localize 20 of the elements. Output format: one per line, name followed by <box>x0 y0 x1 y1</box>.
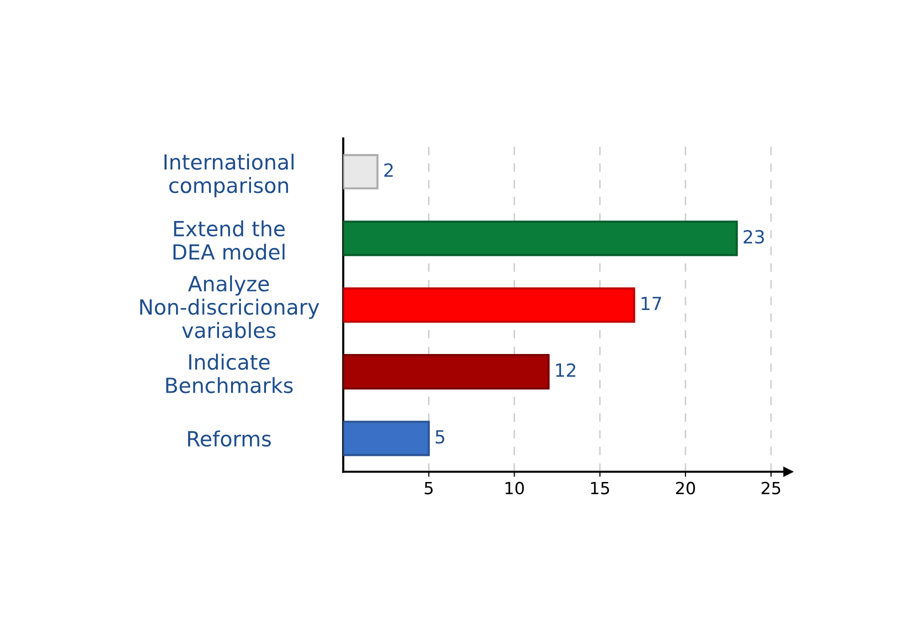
bar <box>343 154 378 190</box>
y-tick-label: Analyze Non-discricionary variables <box>140 275 320 338</box>
data-label: 2 <box>384 163 393 177</box>
x-tick-label: 5 <box>424 482 433 494</box>
data-label: 12 <box>556 363 576 377</box>
x-tick-label: 10 <box>506 482 524 494</box>
bar <box>343 220 738 256</box>
x-tick-label: 20 <box>676 482 695 494</box>
y-tick-label: Extend the DEA model <box>174 220 285 260</box>
data-label: 23 <box>744 230 764 244</box>
bar <box>343 354 550 390</box>
x-tick-label: 25 <box>762 482 780 494</box>
bar <box>343 420 430 456</box>
y-tick-label: International comparison <box>164 154 294 198</box>
data-label: 17 <box>642 296 662 310</box>
y-tick-label: Indicate Benchmarks <box>166 354 293 394</box>
bar <box>343 287 636 323</box>
data-label: 5 <box>436 430 444 444</box>
y-tick-label: Reforms <box>188 430 271 447</box>
x-tick-label: 15 <box>591 482 610 494</box>
